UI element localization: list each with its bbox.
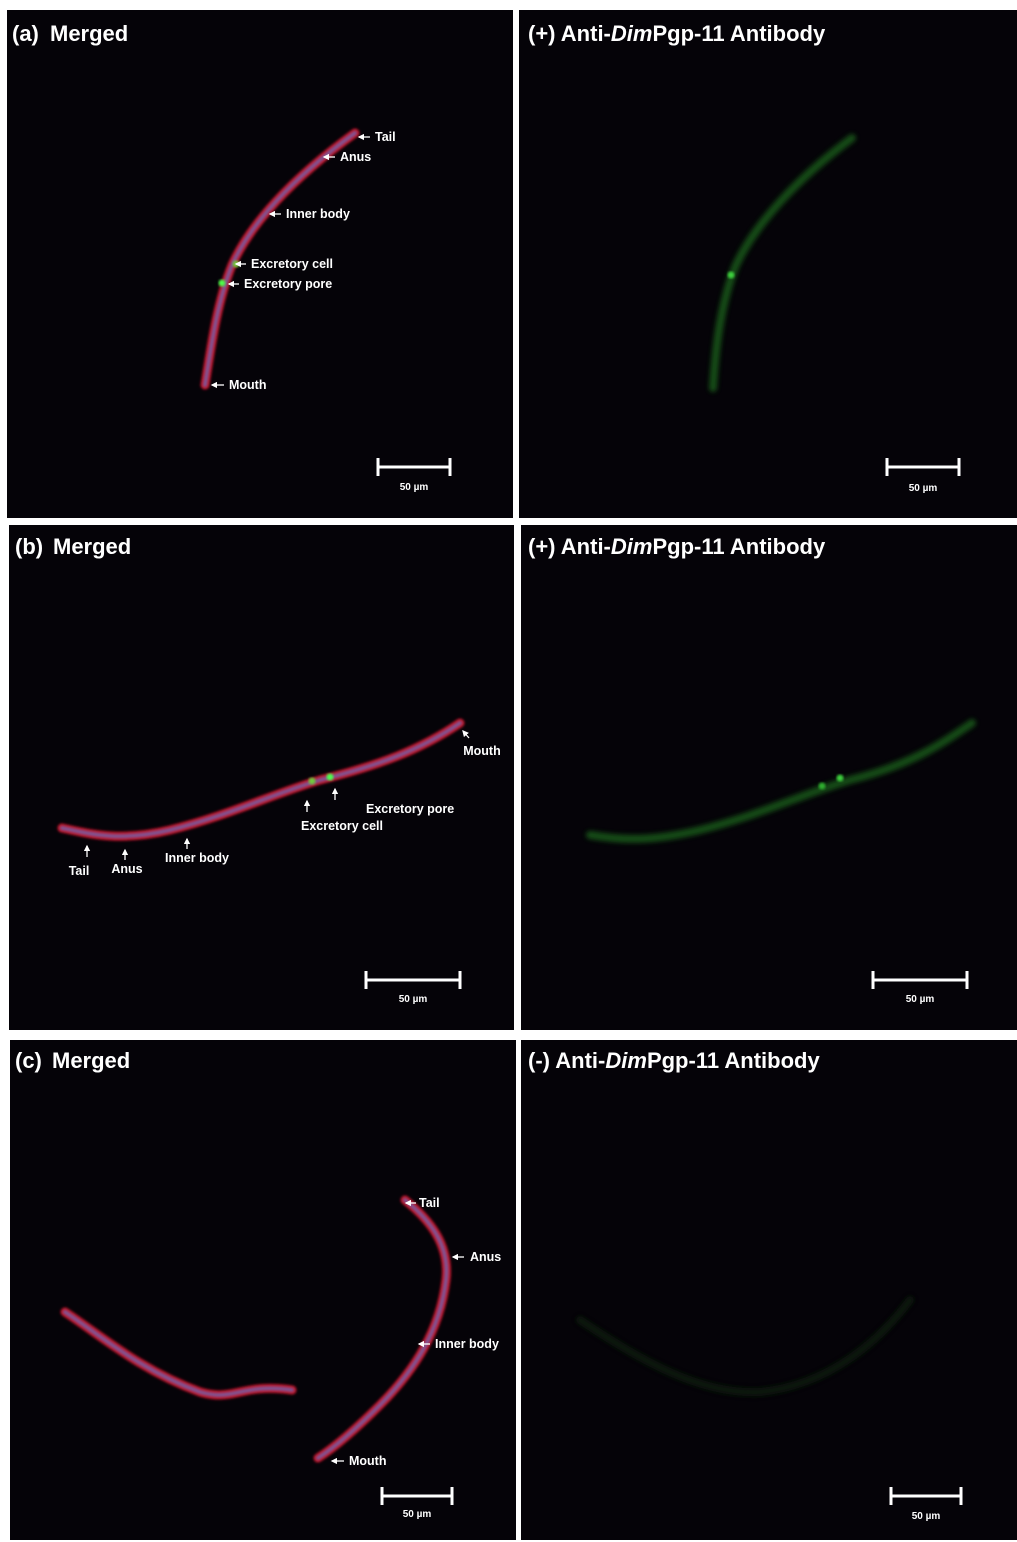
fluorescent-spot	[728, 272, 735, 279]
annotation: Tail	[419, 1196, 440, 1210]
panel-title: Merged	[53, 534, 131, 559]
panel: (c) Merged Tail Anus Inner body Mouth 50 µm	[10, 1040, 516, 1540]
panel-label: (c)	[15, 1048, 42, 1073]
micrograph	[519, 10, 1017, 518]
annotation: Mouth	[349, 1454, 386, 1468]
scale-bar-label: 50 µm	[909, 483, 938, 494]
annotation: Anus	[470, 1250, 501, 1264]
annotation: Excretory pore	[366, 802, 454, 816]
panel: (+) Anti-DimPgp-11 Antibody 50 µm	[519, 10, 1017, 518]
page: {"panels": [ {"label": "(a)", "title": "…	[0, 0, 1017, 1542]
micrograph	[9, 525, 514, 1030]
panel: (+) Anti-DimPgp-11 Antibody 50 µm	[521, 525, 1017, 1030]
panel-title: (-) Anti-DimPgp-11 Antibody	[528, 1048, 820, 1073]
title-prefix: (-) Anti-	[528, 1048, 605, 1073]
annotation: Inner body	[435, 1337, 499, 1351]
scale-bar-label: 50 µm	[906, 994, 935, 1005]
title-prefix: (+) Anti-	[528, 534, 611, 559]
annotation: Inner body	[286, 207, 350, 221]
scale-bar-label: 50 µm	[400, 482, 429, 493]
annotation: Tail	[69, 864, 90, 878]
fluorescent-spot	[309, 778, 316, 785]
micrograph	[521, 525, 1017, 1030]
annotation: Anus	[340, 150, 371, 164]
title-suffix: Pgp-11 Antibody	[647, 1048, 821, 1073]
scale-bar-label: 50 µm	[399, 994, 428, 1005]
fluorescent-spot	[819, 783, 826, 790]
annotation: Excretory pore	[244, 277, 332, 291]
panel-title: (+) Anti-DimPgp-11 Antibody	[528, 534, 826, 559]
title-italic: Dim	[611, 534, 653, 559]
annotation: Anus	[111, 862, 142, 876]
panel: (b) Merged Mouth Excretory pore Excretory ce…	[9, 525, 514, 1030]
panel: (a) Merged Tail Anus Inner body Excretory cel…	[7, 10, 513, 518]
title-italic: Dim	[611, 21, 653, 46]
annotation: Mouth	[463, 744, 500, 758]
scale-bar-label: 50 µm	[912, 1511, 941, 1522]
panel-title: Merged	[50, 21, 128, 46]
annotation: Inner body	[165, 851, 229, 865]
panel: (-) Anti-DimPgp-11 Antibody 50 µm	[521, 1040, 1017, 1540]
title-suffix: Pgp-11 Antibody	[652, 21, 826, 46]
title-suffix: Pgp-11 Antibody	[652, 534, 826, 559]
title-italic: Dim	[605, 1048, 647, 1073]
fluorescent-spot	[837, 775, 844, 782]
title-prefix: (+) Anti-	[528, 21, 611, 46]
panel-label: (a)	[12, 21, 39, 46]
fluorescent-spot	[219, 280, 226, 287]
annotation: Tail	[375, 130, 396, 144]
fluorescent-spot	[327, 774, 334, 781]
scale-bar-label: 50 µm	[403, 1509, 432, 1520]
micrograph	[521, 1040, 1017, 1540]
panel-title: Merged	[52, 1048, 130, 1073]
panel-label: (b)	[15, 534, 43, 559]
annotation: Excretory cell	[301, 819, 383, 833]
panel-title: (+) Anti-DimPgp-11 Antibody	[528, 21, 826, 46]
annotation: Mouth	[229, 378, 266, 392]
annotation: Excretory cell	[251, 257, 333, 271]
figure: (a) Merged Tail Anus Inner body Excretory cel…	[0, 0, 1017, 1542]
